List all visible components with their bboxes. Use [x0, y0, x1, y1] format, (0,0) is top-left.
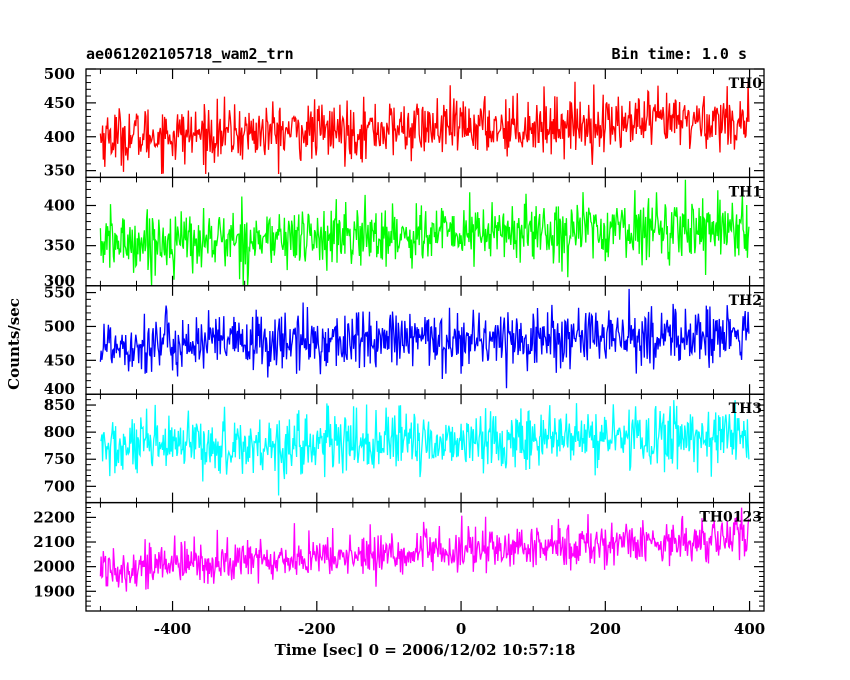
- panel-th3: 700 750 800 850 TH3: [44, 393, 765, 504]
- y-axis-label: Counts/sec: [5, 298, 23, 390]
- panel-frame: [85, 393, 765, 504]
- panel-th0123: 1900 2000 2100 2200 TH0123: [33, 501, 765, 612]
- y-tick-label: 750: [44, 450, 75, 468]
- bin-time-label: Bin time: 1.0 s: [612, 45, 747, 63]
- series-th2-line: [99, 288, 750, 389]
- y-tick-label: 700: [44, 477, 75, 495]
- y-tick-label: 450: [44, 351, 75, 369]
- y-tick-label: 550: [44, 284, 75, 302]
- panel-label-th0123: TH0123: [699, 510, 762, 526]
- panel-th2: 400 450 500 550 TH2: [44, 284, 765, 398]
- series-th0-line: [99, 81, 750, 175]
- y-tick-label: 850: [44, 396, 75, 414]
- y-tick-label: 2200: [33, 508, 75, 526]
- series-th3-line: [100, 400, 750, 496]
- panel-label-th3: TH3: [729, 401, 762, 417]
- x-axis: -400 -200 0 200 400: [154, 620, 765, 638]
- y-tick-label: 450: [44, 94, 75, 112]
- y-tick-label: 350: [44, 162, 75, 180]
- series-th0123-line: [99, 507, 750, 592]
- chart-title: ae061202105718_wam2_trn: [86, 45, 294, 63]
- y-tick-label: 400: [44, 128, 75, 146]
- y-tick-label: 500: [44, 65, 75, 83]
- y-tick-label: 2100: [33, 533, 75, 551]
- y-tick-label: 800: [44, 423, 75, 441]
- x-tick-label: -200: [298, 620, 336, 638]
- y-tick-label: 400: [44, 197, 75, 215]
- x-axis-label: Time [sec] 0 = 2006/12/02 10:57:18: [275, 641, 576, 659]
- panel-th1: 300 350 400 TH1: [44, 176, 765, 290]
- panel-label-th2: TH2: [729, 293, 762, 309]
- y-tick-label: 350: [44, 237, 75, 255]
- panel-th0: 350 400 450 500 TH0: [44, 65, 765, 180]
- x-tick-label: -400: [154, 620, 192, 638]
- panel-label-th1: TH1: [729, 184, 762, 200]
- y-tick-label: 2000: [33, 558, 75, 576]
- y-tick-label: 400: [44, 380, 75, 398]
- y-tick-label: 500: [44, 317, 75, 335]
- series-th1-line: [99, 179, 750, 286]
- y-tick-label: 300: [44, 272, 75, 290]
- y-tick-label: 1900: [33, 582, 75, 600]
- x-tick-label: 200: [590, 620, 621, 638]
- panels: 350 400 450 500 TH0 300 350 400 TH1 400 450 500 550 T…: [33, 65, 765, 612]
- x-tick-label: 400: [734, 620, 765, 638]
- panel-label-th0: TH0: [729, 76, 763, 92]
- x-tick-label: 0: [456, 620, 466, 638]
